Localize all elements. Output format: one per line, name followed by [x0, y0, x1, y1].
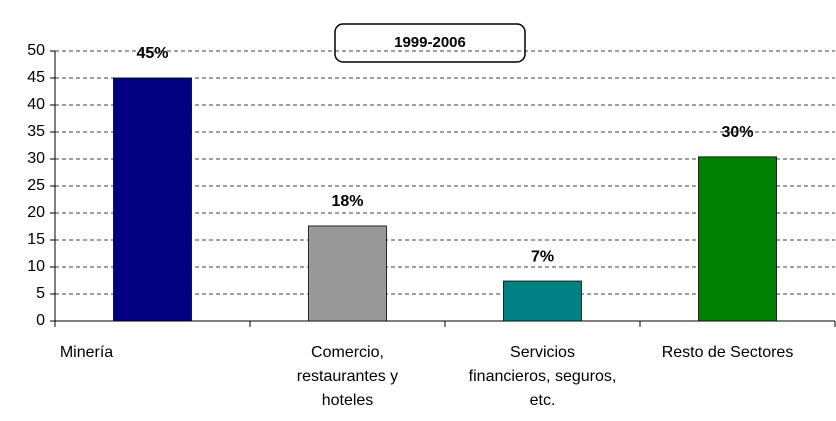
bar — [113, 77, 192, 322]
x-tick-label: Servicios financieros, seguros, etc. — [468, 344, 617, 409]
y-tick-label: 45 — [27, 69, 45, 86]
y-tick-label: 20 — [27, 204, 45, 221]
data-label: 45% — [136, 45, 168, 62]
y-tick-label: 25 — [27, 177, 45, 194]
y-tick-label: 0 — [36, 312, 45, 329]
y-tick-label: 15 — [27, 231, 45, 248]
y-tick-label: 40 — [27, 96, 45, 113]
x-tick-label: Comercio, restaurantes y hoteles — [296, 344, 399, 409]
bar — [698, 156, 777, 322]
data-label: 30% — [721, 124, 753, 141]
y-tick-label: 5 — [36, 285, 45, 302]
x-tick-label: Minería — [59, 344, 114, 361]
y-tick-label: 10 — [27, 258, 45, 275]
y-tick-label: 30 — [27, 150, 45, 167]
y-tick-label: 35 — [27, 123, 45, 140]
data-label: 18% — [331, 193, 363, 210]
chart-title: 1999-2006 — [394, 34, 466, 51]
x-tick-label: Resto de Sectores — [661, 344, 794, 361]
bar — [503, 280, 582, 322]
y-tick-label: 50 — [27, 42, 45, 59]
data-label: 7% — [531, 248, 554, 265]
bar — [308, 225, 387, 322]
title-box — [334, 23, 526, 63]
